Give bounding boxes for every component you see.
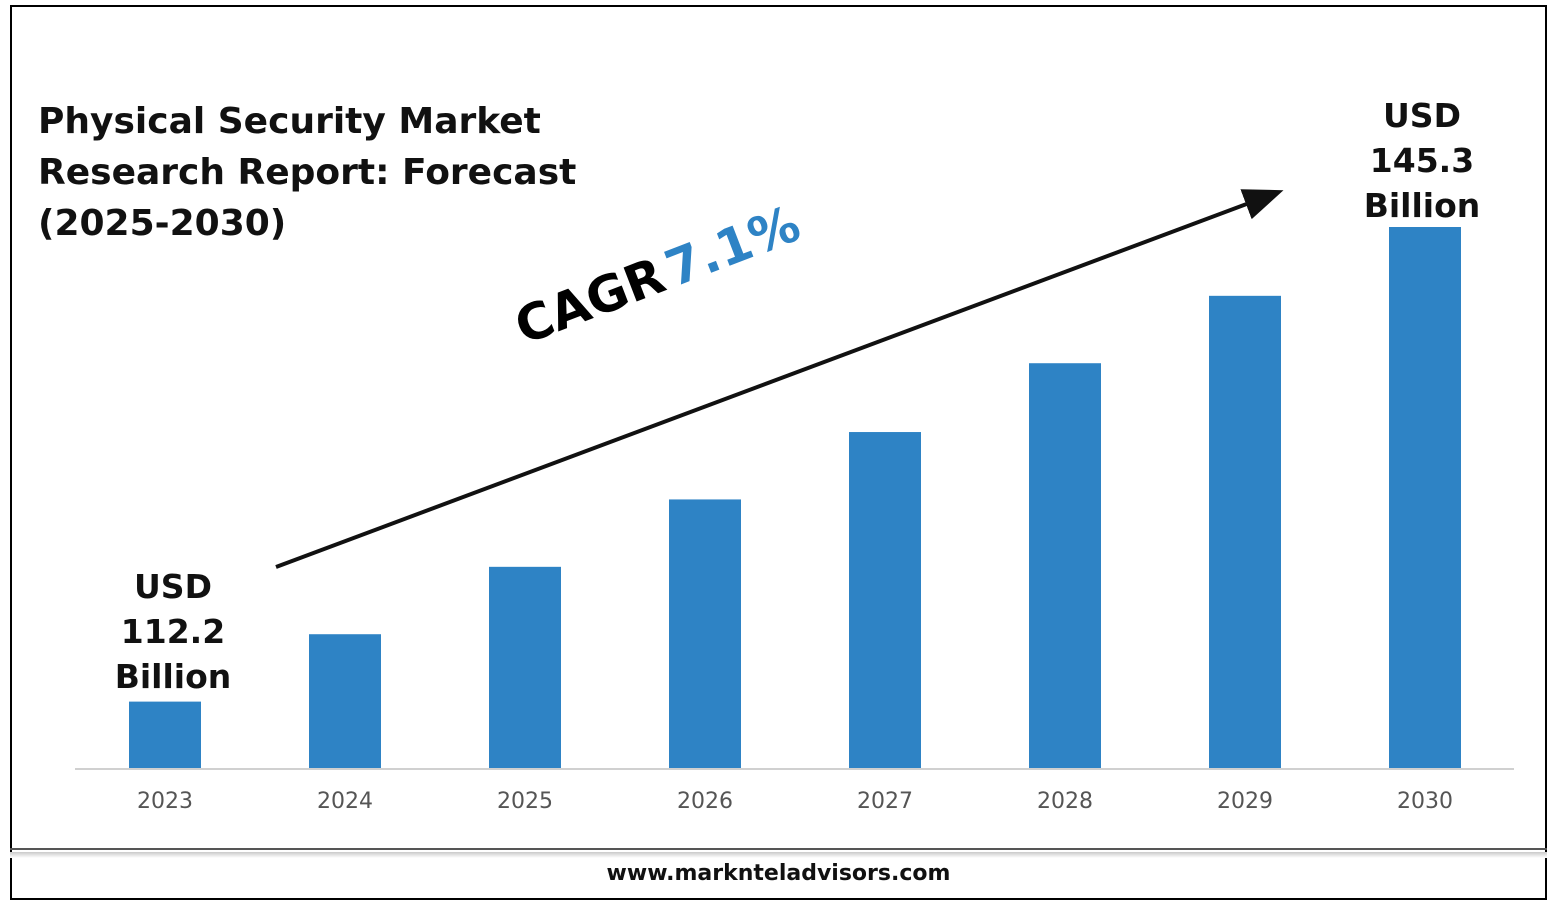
title-line-3: (2025-2030) [38, 203, 287, 244]
x-tick-label-2029: 2029 [1217, 789, 1273, 814]
bars-group [129, 227, 1461, 769]
bar-2023 [129, 701, 201, 769]
start-label-unit: Billion [114, 657, 232, 696]
chart-title: Physical Security Market Research Report… [38, 96, 598, 249]
x-tick-label-2027: 2027 [857, 789, 913, 814]
bar-2029 [1209, 295, 1281, 769]
bar-2024 [309, 634, 381, 769]
bar-2027 [849, 432, 921, 769]
x-tick-label-2028: 2028 [1037, 789, 1093, 814]
start-value-label: USD 112.2 Billion [93, 564, 253, 699]
bar-2028 [1029, 363, 1101, 769]
x-tick-label-2025: 2025 [497, 789, 553, 814]
title-line-1: Physical Security Market [38, 101, 541, 142]
bar-2030 [1389, 227, 1461, 769]
x-tick-label-2026: 2026 [677, 789, 733, 814]
title-line-2: Research Report: Forecast [38, 152, 577, 193]
bar-2026 [669, 499, 741, 769]
cagr-arrow [275, 189, 1284, 569]
start-label-currency: USD [134, 567, 212, 606]
footer-url[interactable]: www.marknteladvisors.com [606, 861, 951, 886]
bar-2025 [489, 566, 561, 769]
footer-divider-shadow [10, 852, 1547, 858]
start-label-amount: 112.2 [120, 612, 226, 651]
end-label-amount: 145.3 [1369, 141, 1475, 180]
tick-labels-group: 2023 2024 2025 2026 2027 2028 2029 2030 [137, 789, 1453, 814]
footer-divider [10, 848, 1547, 850]
end-label-unit: Billion [1363, 186, 1481, 225]
x-tick-label-2030: 2030 [1397, 789, 1453, 814]
end-value-label: USD 145.3 Billion [1342, 93, 1502, 228]
x-tick-label-2023: 2023 [137, 789, 193, 814]
end-label-currency: USD [1383, 96, 1461, 135]
x-tick-label-2024: 2024 [317, 789, 373, 814]
chart-frame [10, 5, 1547, 900]
